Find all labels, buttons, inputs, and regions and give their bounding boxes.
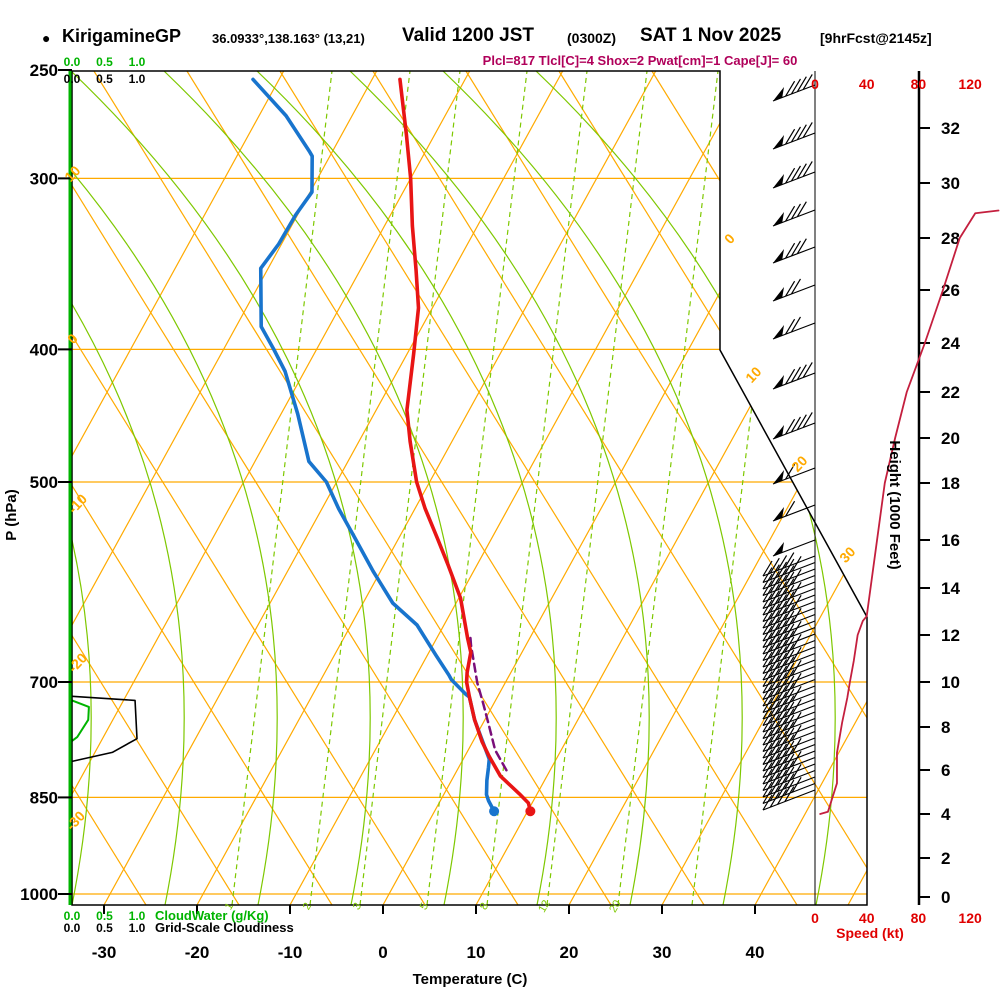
svg-text:CloudWater (g/Kg): CloudWater (g/Kg): [155, 908, 269, 923]
svg-text:-20: -20: [65, 650, 91, 676]
svg-text:22: 22: [941, 383, 960, 402]
plot-frame: [58, 69, 868, 914]
svg-text:3: 3: [351, 901, 364, 912]
forecast-tag: [9hrFcst@2145z]: [820, 30, 932, 46]
svg-text:24: 24: [941, 334, 960, 353]
valid-time: Valid 1200 JST: [402, 25, 535, 46]
svg-text:4: 4: [941, 805, 951, 824]
svg-text:30: 30: [941, 174, 960, 193]
svg-text:8: 8: [478, 901, 491, 912]
station-name: KirigamineGP: [62, 26, 182, 46]
svg-text:500: 500: [30, 473, 58, 492]
svg-text:Temperature (C): Temperature (C): [413, 971, 528, 988]
svg-text:10: 10: [742, 363, 764, 385]
svg-text:12: 12: [536, 898, 553, 915]
svg-text:0: 0: [811, 910, 819, 926]
svg-text:40: 40: [859, 76, 875, 92]
svg-text:0.5: 0.5: [96, 55, 113, 69]
svg-text:Grid-Scale Cloudiness: Grid-Scale Cloudiness: [155, 920, 294, 935]
svg-text:300: 300: [30, 169, 58, 188]
svg-text:20: 20: [941, 429, 960, 448]
svg-text:2: 2: [301, 901, 314, 912]
svg-text:10: 10: [467, 943, 486, 962]
svg-text:0.0: 0.0: [64, 921, 81, 935]
sounding-parameters: Plcl=817 Tlcl[C]=4 Shox=2 Pwat[cm]=1 Cap…: [482, 53, 798, 68]
svg-text:0.0: 0.0: [64, 55, 81, 69]
svg-text:700: 700: [30, 673, 58, 692]
wind-barbs: [762, 71, 816, 905]
svg-text:Height (1000 Feet): Height (1000 Feet): [886, 440, 903, 569]
svg-text:1.0: 1.0: [129, 72, 146, 86]
svg-text:400: 400: [30, 340, 58, 359]
station-bullet-icon: ●: [42, 30, 51, 46]
grid-lines: [72, 71, 867, 905]
svg-text:12: 12: [941, 626, 960, 645]
svg-text:0: 0: [811, 76, 819, 92]
svg-text:250: 250: [30, 61, 58, 80]
svg-text:0.5: 0.5: [96, 921, 113, 935]
svg-text:0.0: 0.0: [64, 909, 81, 923]
svg-text:120: 120: [958, 910, 982, 926]
svg-text:0: 0: [941, 888, 950, 907]
valid-time-z: (0300Z): [567, 30, 617, 46]
svg-text:40: 40: [746, 943, 765, 962]
svg-text:1.0: 1.0: [129, 921, 146, 935]
svg-text:0: 0: [721, 230, 738, 247]
svg-text:8: 8: [941, 718, 950, 737]
svg-text:10: 10: [941, 673, 960, 692]
sounding-curves: [251, 77, 536, 817]
svg-text:0.5: 0.5: [96, 72, 113, 86]
svg-text:6: 6: [941, 761, 950, 780]
svg-text:0.0: 0.0: [64, 72, 81, 86]
svg-text:5: 5: [418, 901, 431, 912]
svg-text:0.5: 0.5: [96, 909, 113, 923]
svg-text:850: 850: [30, 788, 58, 807]
svg-text:1.0: 1.0: [129, 55, 146, 69]
svg-text:26: 26: [941, 281, 960, 300]
svg-text:-30: -30: [92, 943, 117, 962]
svg-text:80: 80: [911, 910, 927, 926]
svg-text:14: 14: [941, 579, 960, 598]
cloud-profiles: [71, 695, 138, 763]
svg-text:30: 30: [836, 543, 858, 565]
svg-text:20: 20: [560, 943, 579, 962]
svg-text:P (hPa): P (hPa): [3, 489, 20, 540]
wind-speed-curve: [819, 209, 1000, 815]
svg-text:0: 0: [378, 943, 387, 962]
svg-text:32: 32: [941, 119, 960, 138]
svg-text:1: 1: [223, 901, 236, 912]
svg-text:80: 80: [911, 76, 927, 92]
svg-text:-10: -10: [278, 943, 303, 962]
svg-text:18: 18: [941, 474, 960, 493]
svg-text:120: 120: [958, 76, 982, 92]
svg-text:Speed (kt): Speed (kt): [836, 925, 904, 941]
svg-text:-10: -10: [65, 491, 91, 517]
svg-text:28: 28: [941, 229, 960, 248]
svg-text:1.0: 1.0: [129, 909, 146, 923]
valid-date: SAT 1 Nov 2025: [640, 25, 782, 46]
svg-text:2: 2: [941, 849, 950, 868]
svg-text:20: 20: [607, 898, 624, 915]
chart-title: ● KirigamineGP 36.0933°,138.163° (13,21)…: [0, 0, 1000, 55]
station-coords: 36.0933°,138.163° (13,21): [212, 31, 365, 46]
svg-text:40: 40: [859, 910, 875, 926]
svg-text:-20: -20: [185, 943, 210, 962]
svg-text:16: 16: [941, 531, 960, 550]
svg-text:30: 30: [653, 943, 672, 962]
svg-text:1000: 1000: [20, 885, 58, 904]
